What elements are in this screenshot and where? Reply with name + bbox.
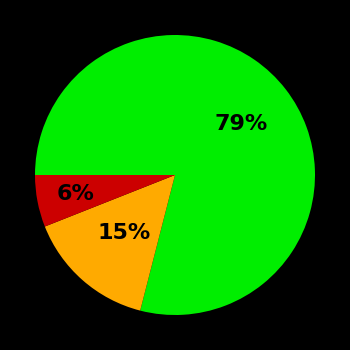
- Wedge shape: [35, 175, 175, 226]
- Wedge shape: [35, 35, 315, 315]
- Text: 6%: 6%: [57, 184, 95, 204]
- Wedge shape: [45, 175, 175, 310]
- Text: 15%: 15%: [97, 223, 151, 243]
- Text: 79%: 79%: [215, 113, 268, 133]
